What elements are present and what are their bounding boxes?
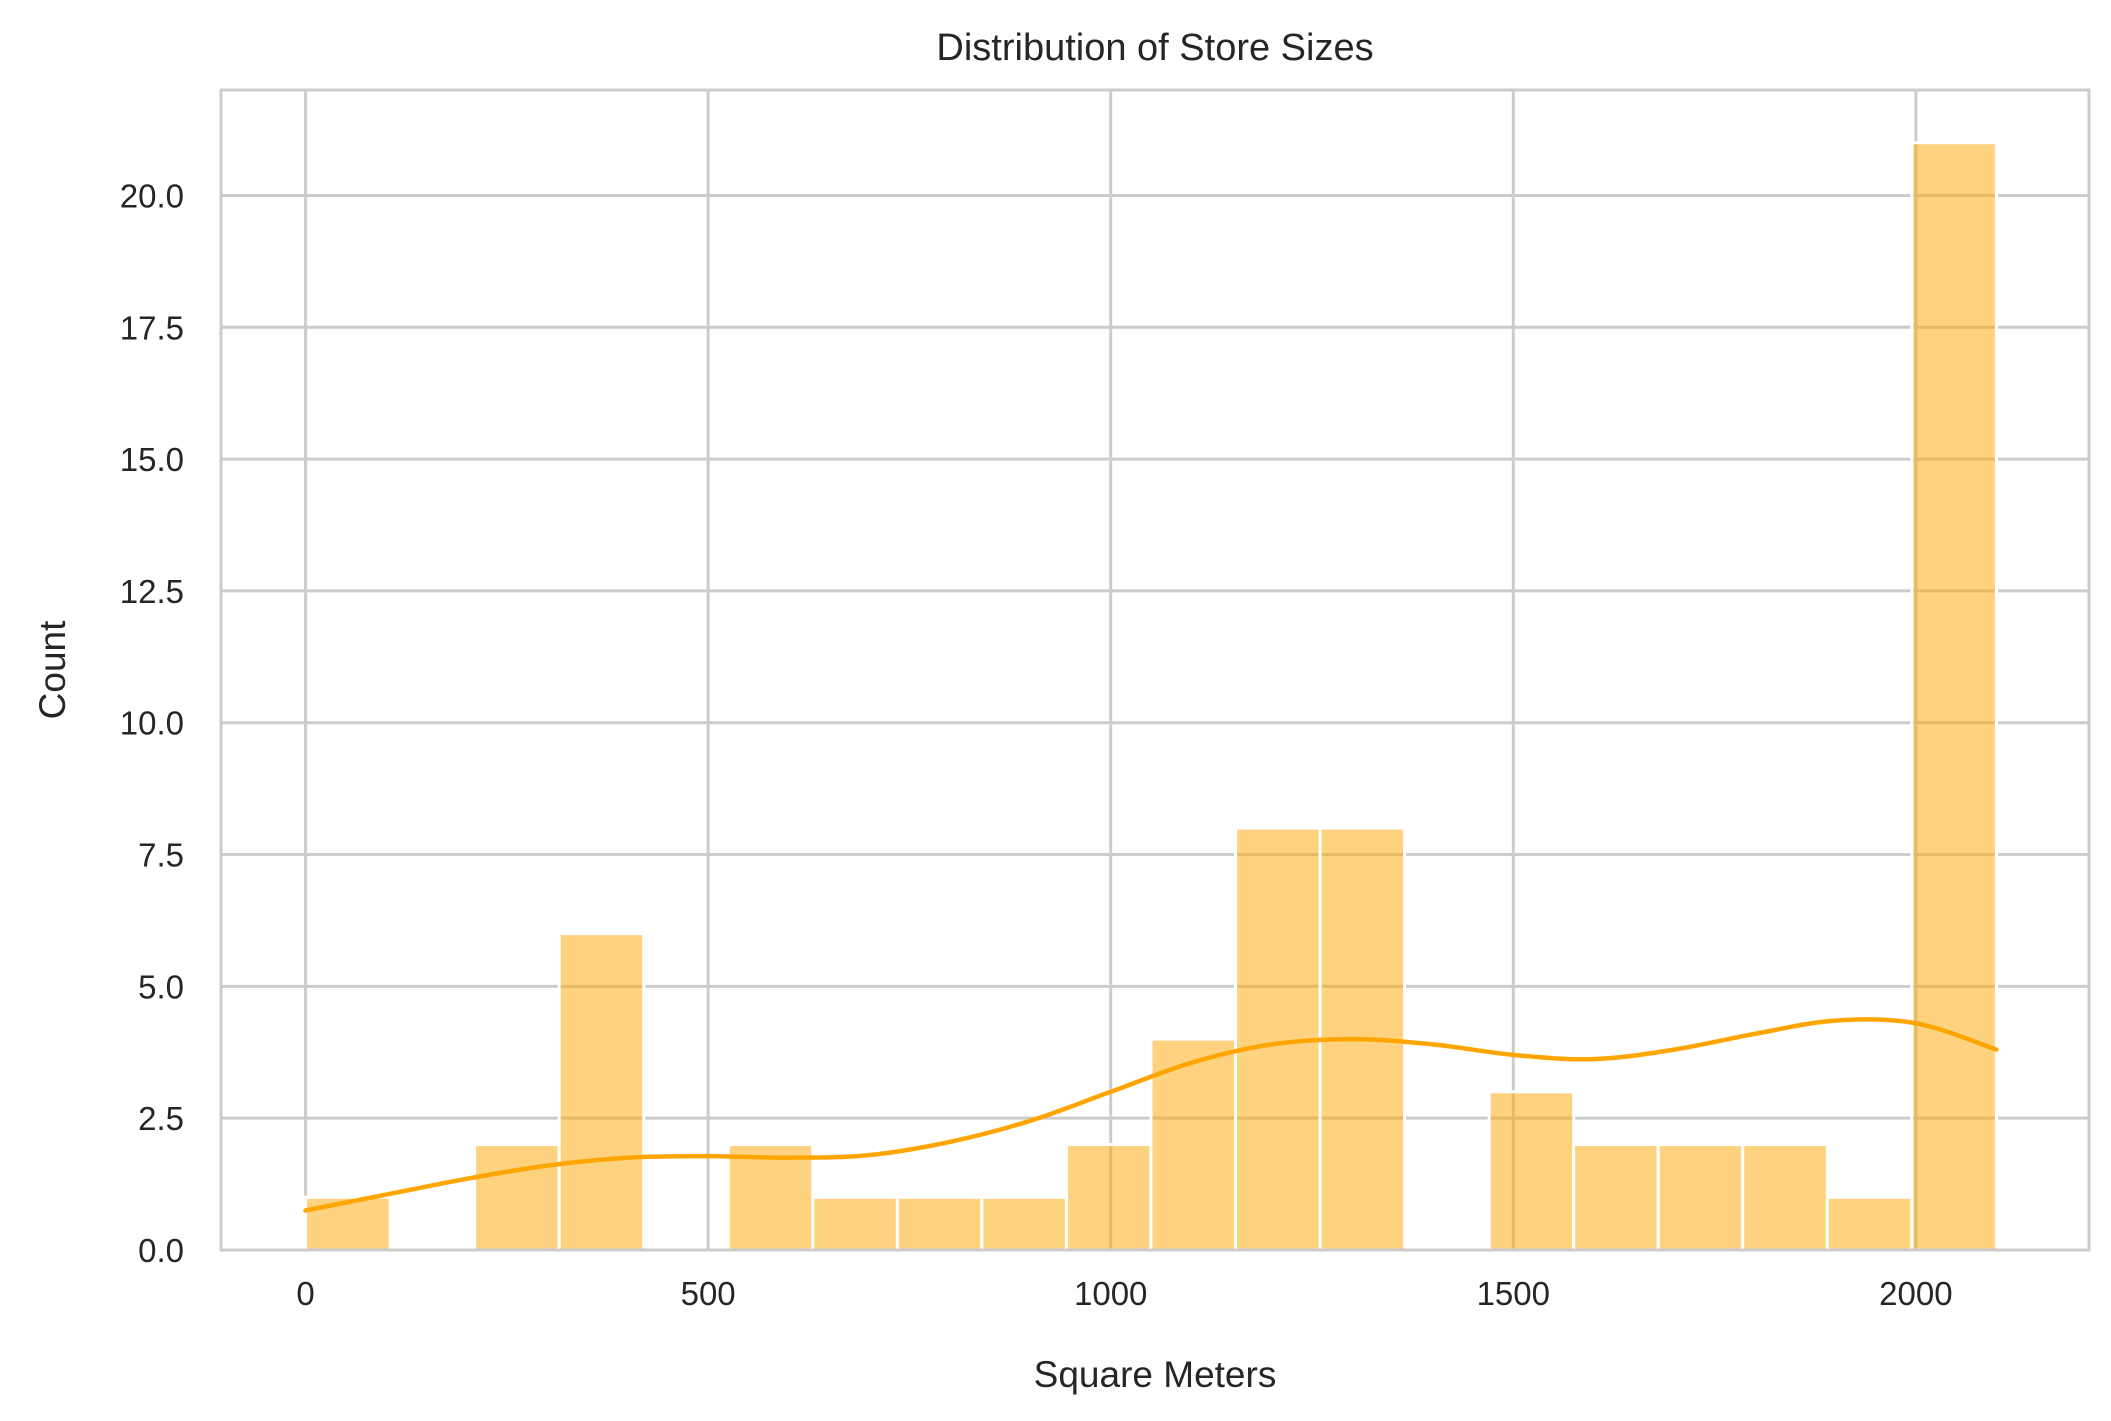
y-tick-label: 20.0 <box>120 177 184 214</box>
histogram-bar <box>726 1143 815 1252</box>
x-tick-label: 1500 <box>1477 1275 1550 1312</box>
y-tick-label: 0.0 <box>138 1232 184 1269</box>
histogram-bar <box>1741 1143 1829 1252</box>
plot-frame <box>219 88 2091 1252</box>
histogram-bar <box>980 1195 1068 1252</box>
histogram-bar <box>557 932 646 1252</box>
y-tick-labels: 0.0 2.5 5.0 7.5 10.0 12.5 15.0 17.5 20.0 <box>120 177 184 1269</box>
histogram-bar <box>473 1143 561 1252</box>
histogram-bar <box>1910 141 1998 1252</box>
histogram-bar <box>895 1195 984 1252</box>
y-tick-label: 17.5 <box>120 309 184 346</box>
y-tick-label: 15.0 <box>120 441 184 478</box>
histogram-bar <box>811 1195 899 1252</box>
x-tick-labels: 0 500 1000 1500 2000 <box>296 1275 1952 1312</box>
y-tick-label: 10.0 <box>120 705 184 742</box>
x-axis-label: Square Meters <box>1034 1354 1277 1395</box>
y-tick-label: 12.5 <box>120 573 184 610</box>
y-tick-label: 5.0 <box>138 968 184 1005</box>
y-tick-label: 7.5 <box>138 837 184 874</box>
chart-title: Distribution of Store Sizes <box>936 27 1373 69</box>
x-tick-label: 2000 <box>1879 1275 1952 1312</box>
x-tick-label: 1000 <box>1074 1275 1147 1312</box>
histogram-bar <box>1656 1143 1745 1252</box>
histogram-bar <box>304 1195 392 1252</box>
histogram-bar <box>1825 1195 1914 1252</box>
y-tick-label: 2.5 <box>138 1100 184 1137</box>
kde-curve <box>303 1017 1999 1213</box>
histogram-bar <box>1572 1143 1660 1252</box>
y-axis-label: Count <box>32 620 73 719</box>
x-tick-label: 0 <box>296 1275 314 1312</box>
histogram-bar <box>1487 1090 1576 1252</box>
histogram-bars <box>304 141 1998 1252</box>
kde-curve-group <box>303 1017 1999 1213</box>
histogram-bar <box>1064 1143 1153 1252</box>
x-tick-label: 500 <box>681 1275 736 1312</box>
